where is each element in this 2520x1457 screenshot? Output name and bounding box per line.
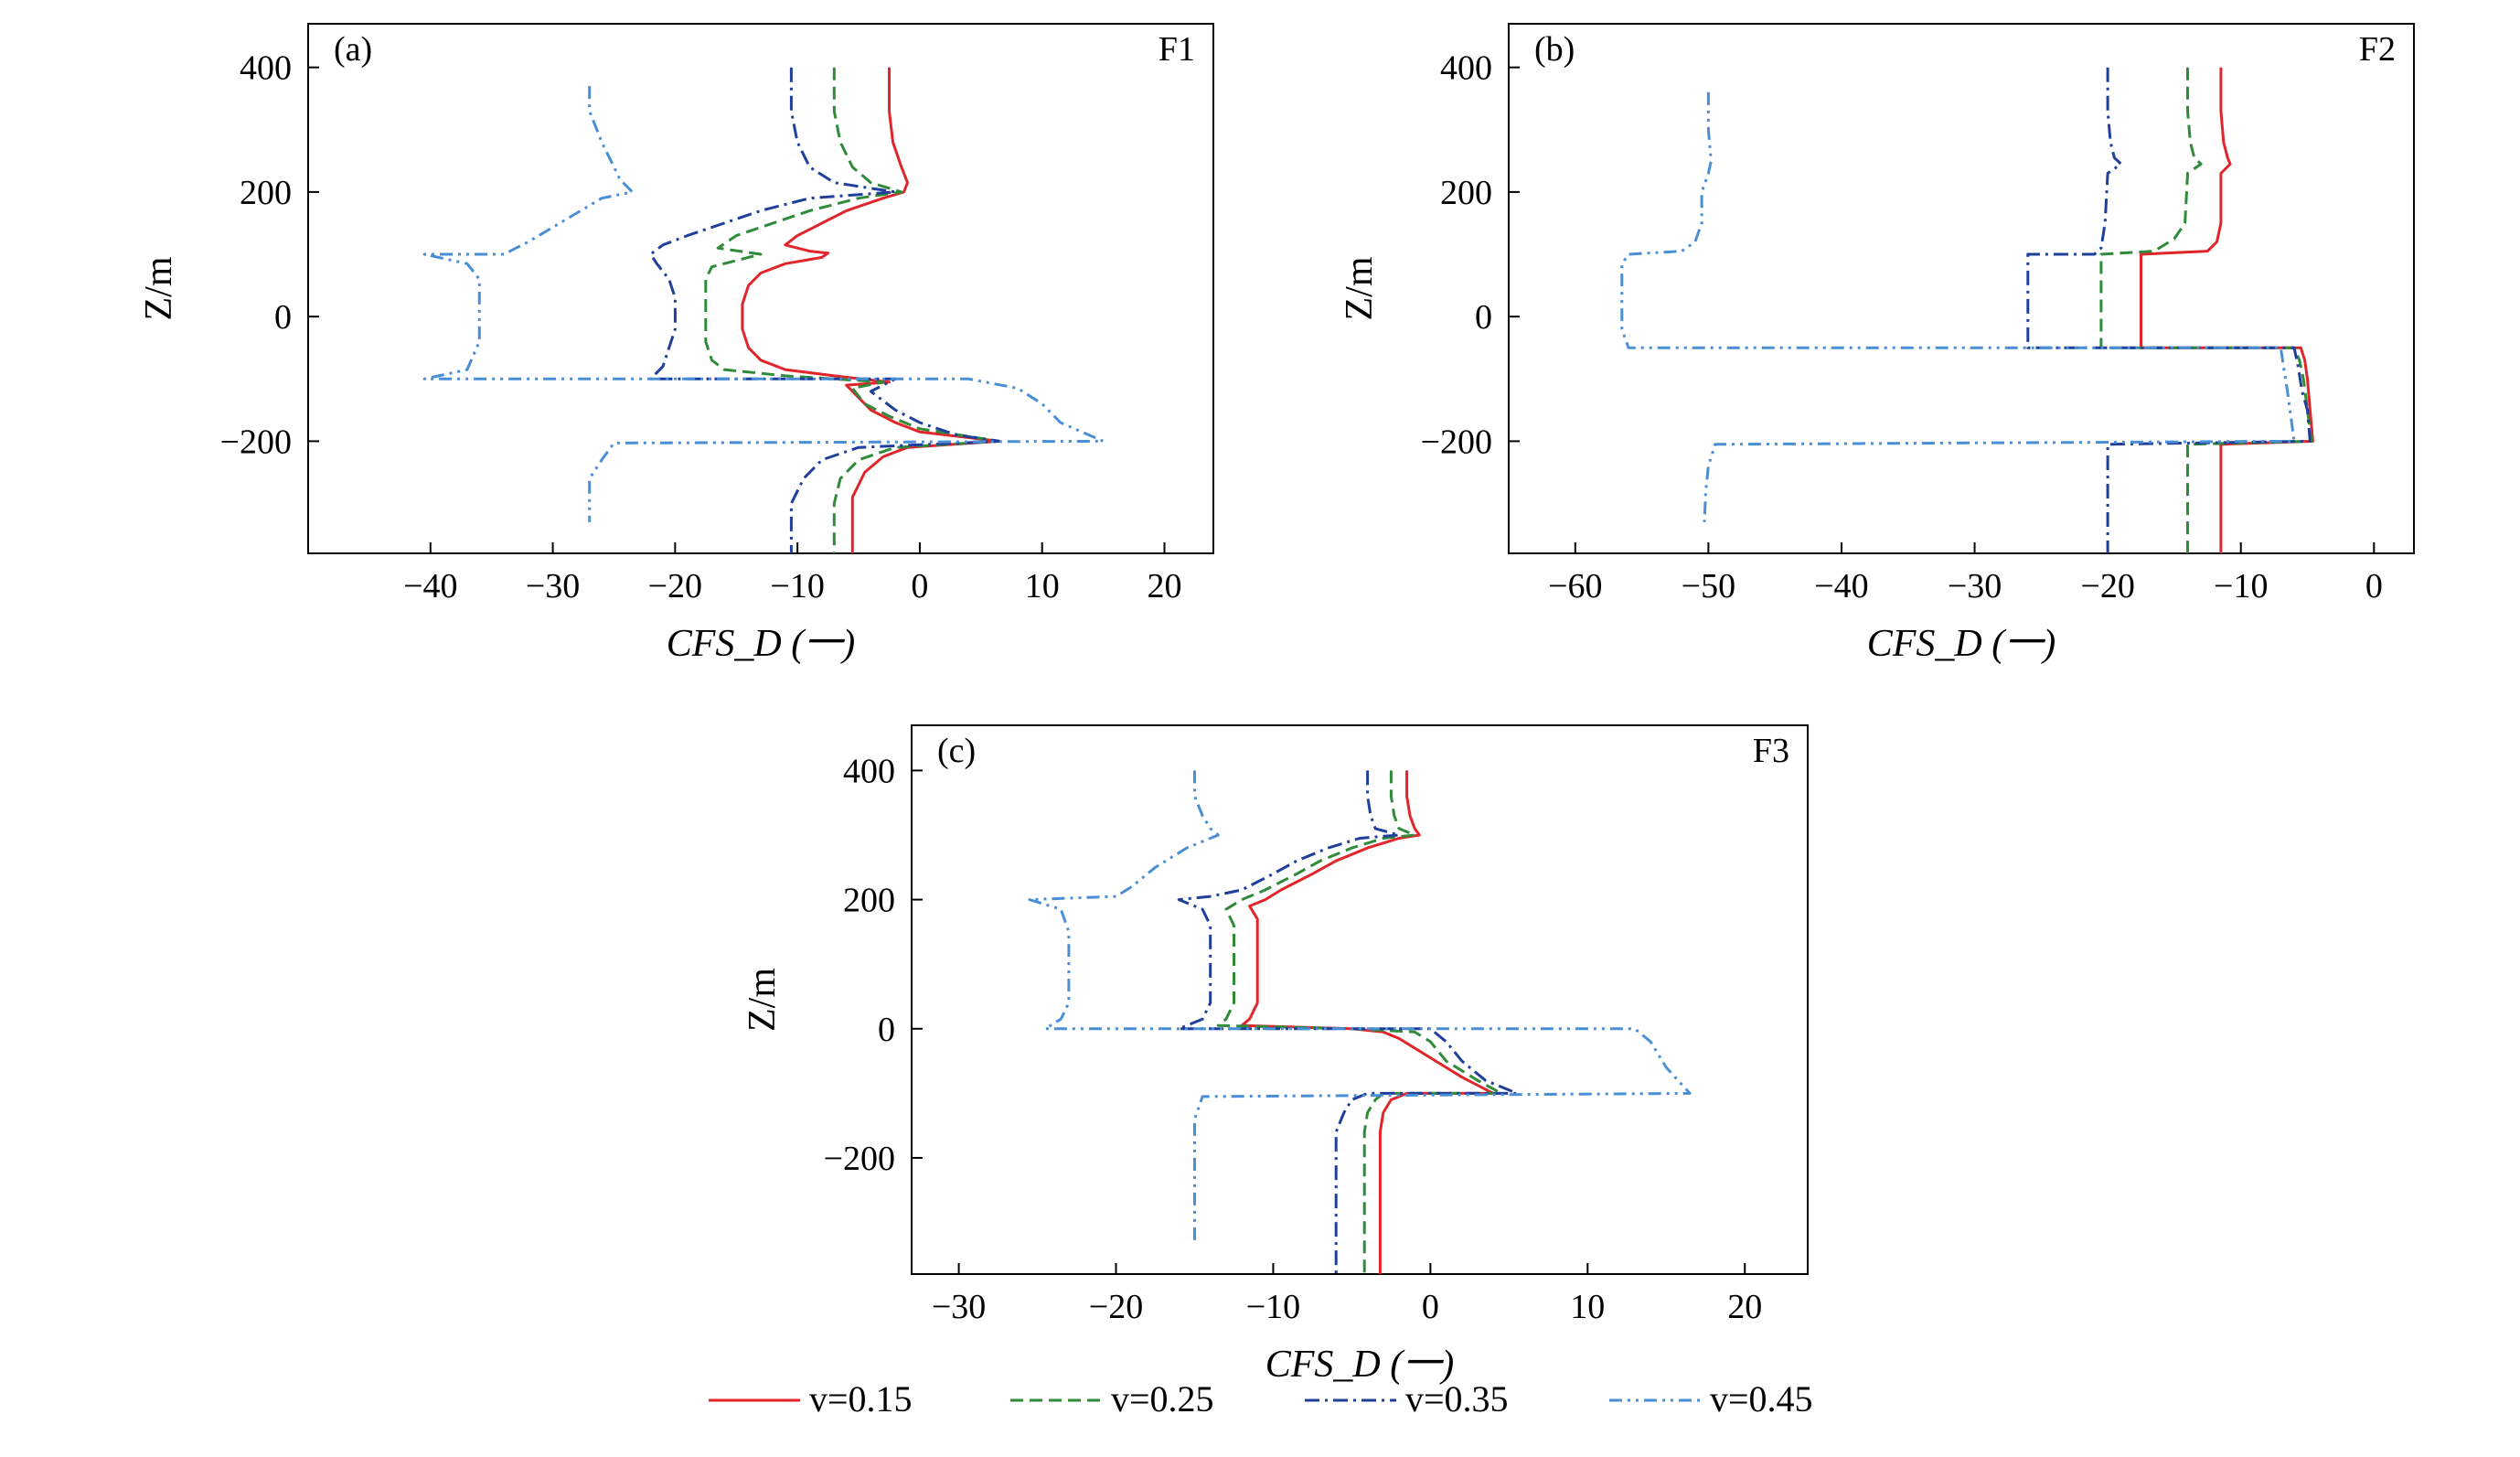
x-tick-label: −60 bbox=[1548, 567, 1602, 605]
series-line-v045 bbox=[422, 86, 1105, 522]
y-axis-title: Z/m bbox=[138, 256, 180, 320]
x-axis-title: CFS_D (一) bbox=[1867, 623, 2056, 665]
x-axis-title: CFS_D (一) bbox=[1265, 1344, 1454, 1386]
y-tick-label: 200 bbox=[1440, 174, 1492, 212]
y-tick-label: 0 bbox=[1475, 298, 1492, 337]
y-tick-label: 0 bbox=[878, 1011, 895, 1049]
x-tick-label: −10 bbox=[1246, 1288, 1300, 1326]
plot-frame bbox=[911, 724, 1809, 1275]
y-tick-label: 200 bbox=[240, 174, 292, 212]
y-axis-title: Z/m bbox=[1339, 256, 1381, 320]
series-line-v035 bbox=[1177, 770, 1519, 1274]
legend-label-v025: v=0.25 bbox=[1111, 1378, 1214, 1420]
series-line-v035 bbox=[649, 67, 1001, 553]
x-tick-label: 20 bbox=[1727, 1288, 1762, 1326]
x-tick-label: −50 bbox=[1682, 567, 1735, 605]
y-tick-label: 400 bbox=[843, 752, 895, 790]
panel-c: −30 −20 −10 0 10 20 −200 0 200 400 CFS_D (一) Z/m (c)… bbox=[742, 724, 1809, 1386]
panel-label: F2 bbox=[2359, 30, 2396, 69]
x-tick-label: −10 bbox=[770, 567, 824, 605]
x-tick-label: −20 bbox=[1089, 1288, 1143, 1326]
x-tick-label: 0 bbox=[911, 567, 928, 605]
series-line-v025 bbox=[704, 67, 1001, 553]
y-tick-label: −200 bbox=[824, 1140, 895, 1178]
series-group bbox=[1028, 770, 1692, 1274]
panel-tag: (c) bbox=[937, 732, 976, 770]
x-tick-label: −10 bbox=[2214, 567, 2268, 605]
panel-tag: (a) bbox=[334, 30, 372, 69]
y-tick-label: 400 bbox=[1440, 49, 1492, 88]
plot-frame bbox=[307, 23, 1214, 554]
panel-tag: (b) bbox=[1534, 30, 1575, 69]
x-tick-label: 0 bbox=[1422, 1288, 1439, 1326]
x-tick-label: −30 bbox=[526, 567, 580, 605]
series-line-v025 bbox=[2099, 67, 2313, 553]
plot-frame bbox=[1508, 23, 2415, 554]
x-tick-label: −20 bbox=[2080, 567, 2134, 605]
series-line-v035 bbox=[2026, 67, 2312, 553]
series-line-v045 bbox=[1028, 770, 1692, 1242]
series-line-v015 bbox=[2140, 67, 2314, 553]
x-tick-label: 20 bbox=[1147, 567, 1181, 605]
y-axis-title: Z/m bbox=[742, 968, 784, 1032]
legend-label-v035: v=0.35 bbox=[1405, 1378, 1509, 1420]
x-tick-label: −40 bbox=[1814, 567, 1868, 605]
legend-label-v045: v=0.45 bbox=[1710, 1378, 1813, 1420]
y-tick-label: −200 bbox=[1421, 423, 1492, 461]
panel-a: −40 −30 −20 −10 0 10 20 −200 0 200 400 CFS_D (一) Z/m… bbox=[138, 23, 1214, 665]
y-tick-label: 200 bbox=[843, 882, 895, 920]
x-tick-label: −30 bbox=[1948, 567, 2002, 605]
series-line-v045 bbox=[1620, 91, 2296, 522]
legend: v=0.15 v=0.25 v=0.35 v=0.45 bbox=[709, 1378, 1813, 1420]
y-tick-label: 0 bbox=[274, 298, 292, 337]
y-tick-label: 400 bbox=[240, 49, 292, 88]
series-line-v015 bbox=[741, 67, 1001, 553]
legend-label-v015: v=0.15 bbox=[809, 1378, 913, 1420]
series-line-v015 bbox=[1240, 770, 1495, 1274]
x-axis-title: CFS_D (一) bbox=[667, 623, 855, 665]
x-tick-label: 10 bbox=[1570, 1288, 1605, 1326]
y-tick-label: −200 bbox=[220, 423, 292, 461]
x-tick-label: −40 bbox=[403, 567, 457, 605]
x-tick-label: −20 bbox=[648, 567, 702, 605]
panel-b: −60 −50 −40 −30 −20 −10 0 −200 0 200 400 CFS_D (一) Z… bbox=[1339, 23, 2415, 665]
series-group bbox=[422, 67, 1105, 553]
panel-label: F3 bbox=[1753, 732, 1789, 770]
panel-label: F1 bbox=[1159, 30, 1195, 69]
x-tick-label: 0 bbox=[2365, 567, 2383, 605]
series-line-v025 bbox=[1216, 770, 1503, 1274]
x-tick-label: 10 bbox=[1025, 567, 1060, 605]
series-group bbox=[1620, 67, 2314, 553]
x-tick-label: −30 bbox=[932, 1288, 986, 1326]
